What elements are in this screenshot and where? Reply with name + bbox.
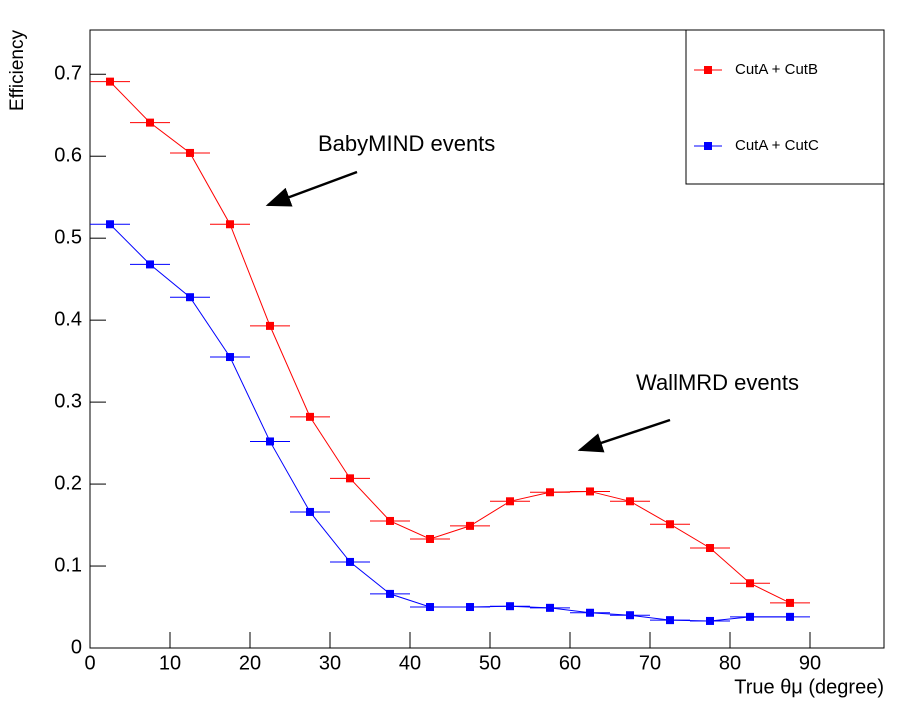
x-axis-label: True θμ (degree) [734, 676, 884, 698]
legend-marker [704, 66, 712, 74]
x-tick-label: 60 [559, 652, 581, 674]
y-tick-label: 0.1 [54, 554, 82, 576]
point [186, 148, 194, 157]
y-axis-label: Efficiency [7, 30, 28, 111]
point [506, 497, 514, 506]
point [426, 603, 434, 612]
y-tick-label: 0 [71, 636, 82, 658]
point [746, 612, 754, 621]
point [346, 474, 354, 483]
point [506, 602, 514, 611]
x-tick-label: 70 [639, 652, 661, 674]
x-tick-label: 80 [719, 652, 741, 674]
series-line [109, 81, 791, 604]
y-tick-label: 0.2 [54, 472, 82, 494]
point [586, 608, 594, 617]
legend-label: CutA + CutB [735, 61, 818, 78]
y-tick-label: 0.7 [54, 63, 82, 85]
x-tick-label: 50 [479, 652, 501, 674]
y-tick-label: 0.4 [54, 308, 82, 330]
point [226, 220, 234, 229]
x-tick-label: 90 [799, 652, 821, 674]
point [386, 589, 394, 598]
point [626, 611, 634, 620]
annotation: BabyMIND events [318, 131, 495, 156]
y-tick-label: 0.5 [54, 226, 82, 248]
point [706, 616, 714, 625]
point [306, 412, 314, 421]
point [546, 488, 554, 497]
y-tick-label: 0.3 [54, 390, 82, 412]
x-tick-label: 0 [84, 652, 95, 674]
point [666, 520, 674, 529]
point [426, 534, 434, 543]
point [186, 293, 194, 302]
x-tick-label: 40 [399, 652, 421, 674]
annotation: WallMRD events [636, 370, 799, 395]
point [226, 353, 234, 362]
point [146, 118, 154, 127]
plot-frame [89, 29, 885, 649]
point [146, 260, 154, 269]
arrow [577, 418, 671, 453]
point [786, 598, 794, 607]
point [586, 487, 594, 496]
x-tick-label: 10 [159, 652, 181, 674]
point [306, 507, 314, 516]
legend-label: CutA + CutC [735, 137, 819, 154]
point [106, 77, 114, 86]
x-tick-label: 20 [239, 652, 261, 674]
point [666, 616, 674, 625]
point [346, 557, 354, 566]
x-tick-label: 30 [319, 652, 341, 674]
point [746, 579, 754, 588]
point [706, 544, 714, 553]
arrow [265, 170, 358, 207]
point [786, 612, 794, 621]
point [266, 321, 274, 330]
point [466, 603, 474, 612]
point [546, 603, 554, 612]
point [266, 437, 274, 446]
point [466, 521, 474, 530]
point [106, 220, 114, 229]
legend [685, 29, 885, 185]
point [626, 497, 634, 506]
series-line [109, 223, 790, 622]
point [386, 516, 394, 525]
y-tick-label: 0.6 [54, 145, 82, 167]
legend-marker [704, 142, 712, 150]
